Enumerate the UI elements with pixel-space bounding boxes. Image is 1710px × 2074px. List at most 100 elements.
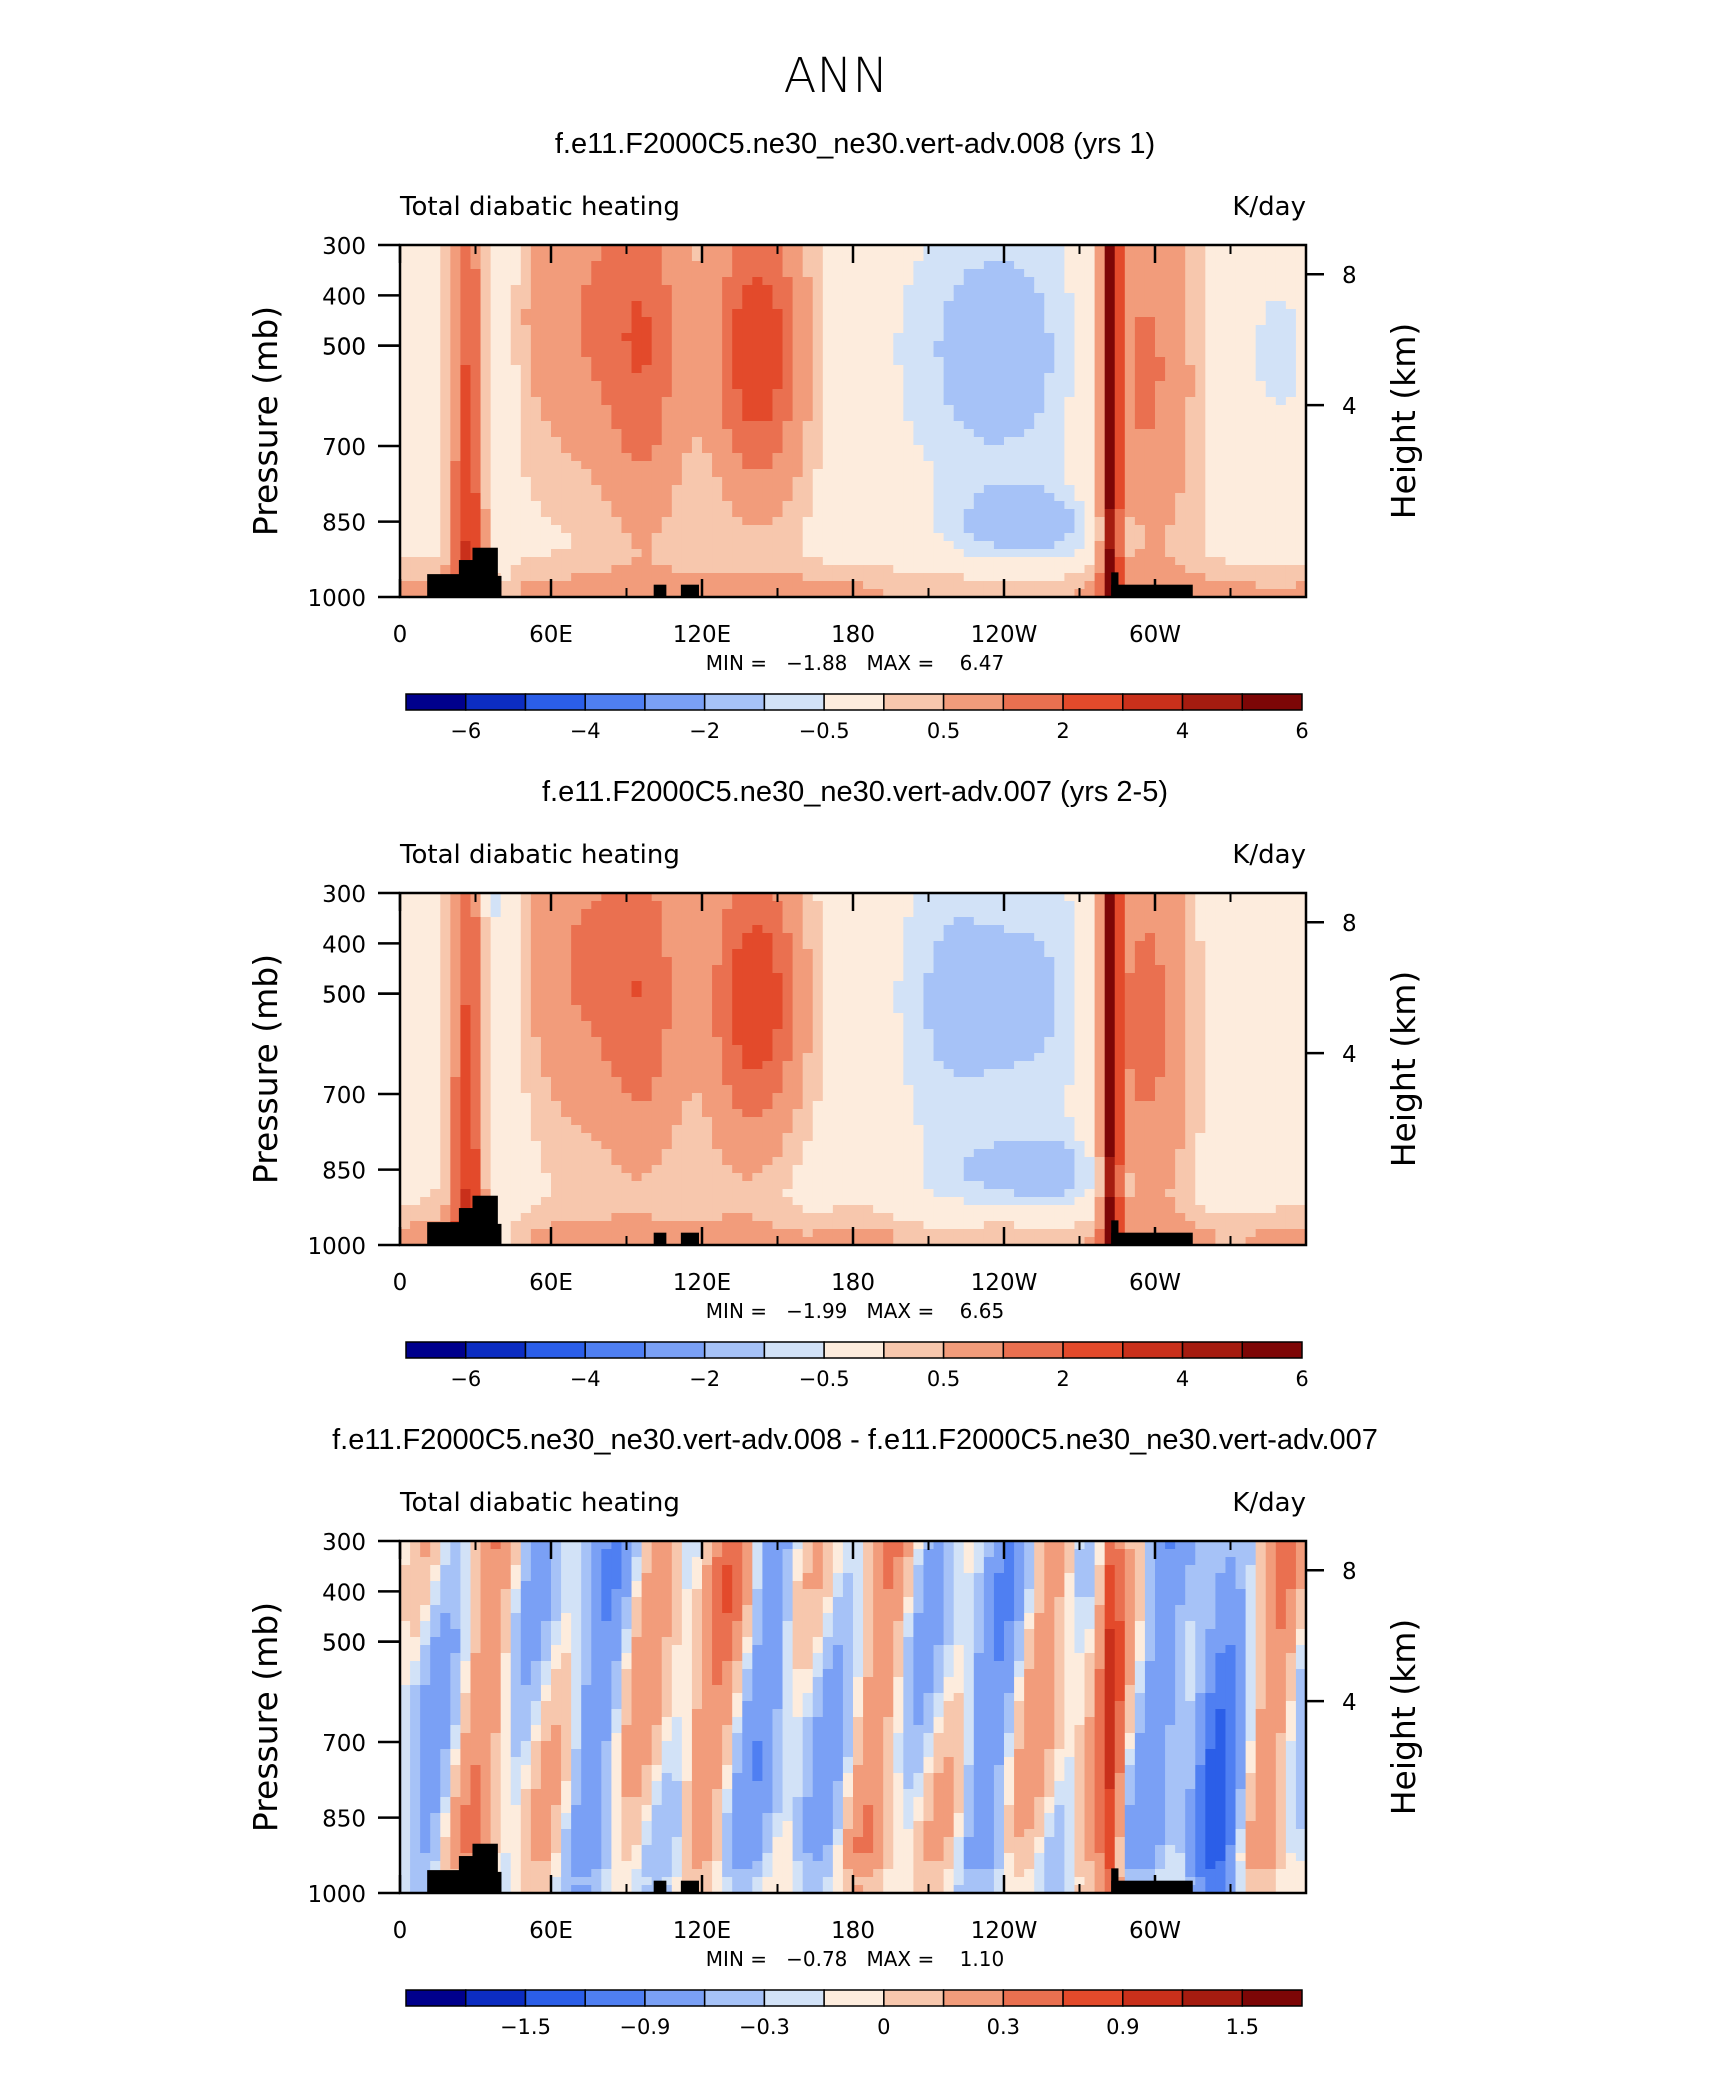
- field-cell: [772, 965, 784, 974]
- field-cell: [1295, 557, 1307, 566]
- field-cell: [410, 405, 421, 414]
- field-cell: [883, 349, 894, 358]
- field-cell: [772, 261, 784, 270]
- field-cell: [631, 493, 643, 502]
- field-cell: [460, 269, 472, 278]
- field-cell: [480, 301, 492, 310]
- field-cell: [792, 325, 804, 334]
- field-cell: [510, 485, 522, 494]
- field-cell: [581, 469, 592, 478]
- field-cell: [661, 269, 673, 278]
- field-cell: [722, 957, 733, 966]
- field-cell: [1155, 381, 1166, 390]
- field-cell: [812, 549, 824, 558]
- field-cell: [400, 453, 411, 462]
- field-cell: [1104, 469, 1116, 478]
- field-cell: [1014, 469, 1025, 478]
- field-cell: [732, 453, 743, 462]
- field-cell: [1084, 477, 1096, 486]
- field-cell: [1215, 901, 1227, 910]
- field-cell: [500, 285, 512, 294]
- field-cell: [863, 269, 874, 278]
- field-cell: [742, 533, 753, 542]
- field-cell: [601, 557, 612, 566]
- field-cell: [883, 381, 894, 390]
- field-cell: [591, 317, 602, 326]
- field-cell: [1205, 565, 1216, 574]
- field-cell: [802, 285, 814, 294]
- field-cell: [1014, 477, 1025, 486]
- field-cell: [883, 285, 894, 294]
- field-cell: [782, 949, 794, 958]
- field-cell: [1225, 949, 1237, 958]
- field-cell: [893, 941, 904, 950]
- field-cell: [420, 405, 431, 414]
- field-cell: [1064, 429, 1076, 438]
- field-cell: [702, 389, 713, 398]
- field-cell: [943, 293, 955, 302]
- field-cell: [933, 573, 945, 582]
- field-cell: [903, 405, 914, 414]
- field-cell: [1104, 533, 1116, 542]
- field-cell: [581, 581, 592, 590]
- field-cell: [1054, 349, 1065, 358]
- field-cell: [983, 357, 995, 366]
- field-cell: [1064, 581, 1076, 590]
- field-cell: [1034, 357, 1045, 366]
- field-cell: [641, 445, 653, 454]
- field-cell: [1124, 917, 1136, 926]
- field-cell: [540, 373, 552, 382]
- field-cell: [510, 357, 522, 366]
- field-cell: [863, 493, 874, 502]
- field-cell: [651, 925, 663, 934]
- field-cell: [822, 365, 834, 374]
- field-cell: [651, 413, 663, 422]
- field-cell: [1195, 901, 1206, 910]
- field-cell: [1084, 941, 1096, 950]
- field-cell: [1215, 405, 1227, 414]
- field-cell: [651, 461, 663, 470]
- field-cell: [983, 341, 995, 350]
- field-cell: [1074, 917, 1086, 926]
- field-cell: [802, 357, 814, 366]
- field-cell: [883, 917, 894, 926]
- field-cell: [883, 925, 894, 934]
- field-cell: [1215, 277, 1227, 286]
- field-cell: [671, 493, 683, 502]
- field-cell: [631, 557, 643, 566]
- field-cell: [1155, 501, 1166, 510]
- field-cell: [1215, 581, 1227, 590]
- field-cell: [661, 461, 673, 470]
- field-cell: [1034, 277, 1045, 286]
- field-cell: [571, 373, 582, 382]
- field-cell: [530, 501, 542, 510]
- field-cell: [500, 389, 512, 398]
- field-cell: [1155, 509, 1166, 518]
- field-cell: [1034, 509, 1045, 518]
- field-cell: [1104, 445, 1116, 454]
- field-cell: [1014, 461, 1025, 470]
- field-cell: [1024, 925, 1035, 934]
- field-cell: [1225, 253, 1237, 262]
- field-cell: [621, 397, 633, 406]
- field-cell: [1114, 341, 1126, 350]
- field-cell: [772, 509, 784, 518]
- field-cell: [400, 413, 411, 422]
- field-cell: [943, 453, 955, 462]
- field-cell: [802, 917, 814, 926]
- field-cell: [752, 453, 763, 462]
- field-cell: [842, 949, 854, 958]
- field-cell: [520, 245, 532, 254]
- field-cell: [853, 581, 864, 590]
- field-cell: [490, 285, 502, 294]
- field-cell: [842, 469, 854, 478]
- field-cell: [903, 901, 914, 910]
- field-cell: [762, 565, 774, 574]
- field-cell: [822, 293, 834, 302]
- field-cell: [963, 285, 975, 294]
- field-cell: [983, 309, 995, 318]
- field-cell: [792, 469, 804, 478]
- field-cell: [1165, 925, 1176, 934]
- field-cell: [1265, 389, 1277, 398]
- field-cell: [712, 397, 723, 406]
